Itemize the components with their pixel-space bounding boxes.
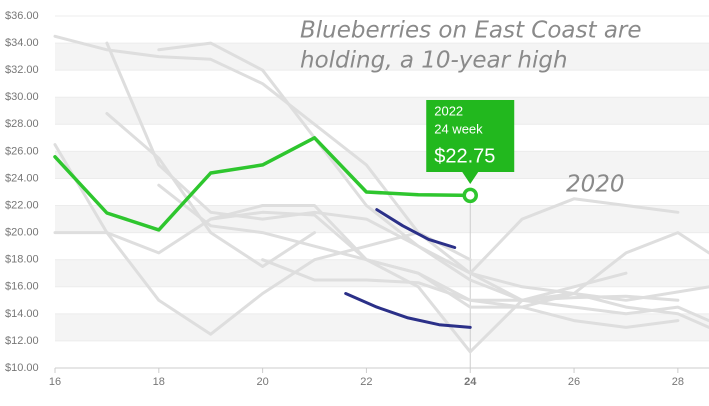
y-tick-label: $18.00 (5, 254, 39, 266)
series-line (468, 197, 680, 275)
x-tick-label: 20 (256, 376, 268, 388)
y-tick-label: $36.00 (5, 10, 39, 22)
y-tick-label: $30.00 (5, 91, 39, 103)
tooltip-line: 2022 (434, 103, 463, 118)
y-tick-label: $24.00 (5, 172, 39, 184)
x-tick-label: 24 (464, 376, 477, 388)
grid-band (55, 97, 709, 125)
annotation: holding, a 10-year high (300, 48, 568, 74)
series-line (105, 112, 316, 268)
value-label: $22.75 (434, 145, 495, 167)
y-tick-label: $14.00 (5, 308, 39, 320)
y-tick-label: $28.00 (5, 118, 39, 130)
series-line (157, 183, 680, 329)
tooltip-box (426, 100, 515, 184)
annotation: Blueberries on East Coast are (300, 18, 642, 44)
series-line (157, 41, 709, 323)
y-tick-label: $32.00 (5, 64, 39, 76)
series-line (261, 258, 709, 329)
tooltip-line: 24 week (434, 121, 483, 136)
series-line (344, 292, 472, 329)
y-tick-label: $10.00 (5, 362, 39, 374)
series-line (53, 136, 472, 232)
y-tick-label: $34.00 (5, 37, 39, 49)
x-tick-label: 26 (568, 376, 580, 388)
highlight-point (462, 187, 478, 204)
x-tick-label: 22 (360, 376, 372, 388)
grid-band (55, 313, 709, 341)
y-tick-label: $20.00 (5, 227, 39, 239)
x-tick-label: 16 (49, 376, 61, 388)
y-tick-label: $12.00 (5, 335, 39, 347)
annotation: 2020 (566, 172, 625, 198)
y-tick-label: $16.00 (5, 281, 39, 293)
x-tick-label: 28 (672, 376, 684, 388)
y-tick-label: $26.00 (5, 145, 39, 157)
y-tick-label: $22.00 (5, 199, 39, 211)
series-line (53, 143, 472, 336)
series-line (209, 210, 628, 354)
series-line (53, 34, 680, 302)
x-tick-label: 18 (153, 376, 165, 388)
series-line (375, 208, 457, 249)
